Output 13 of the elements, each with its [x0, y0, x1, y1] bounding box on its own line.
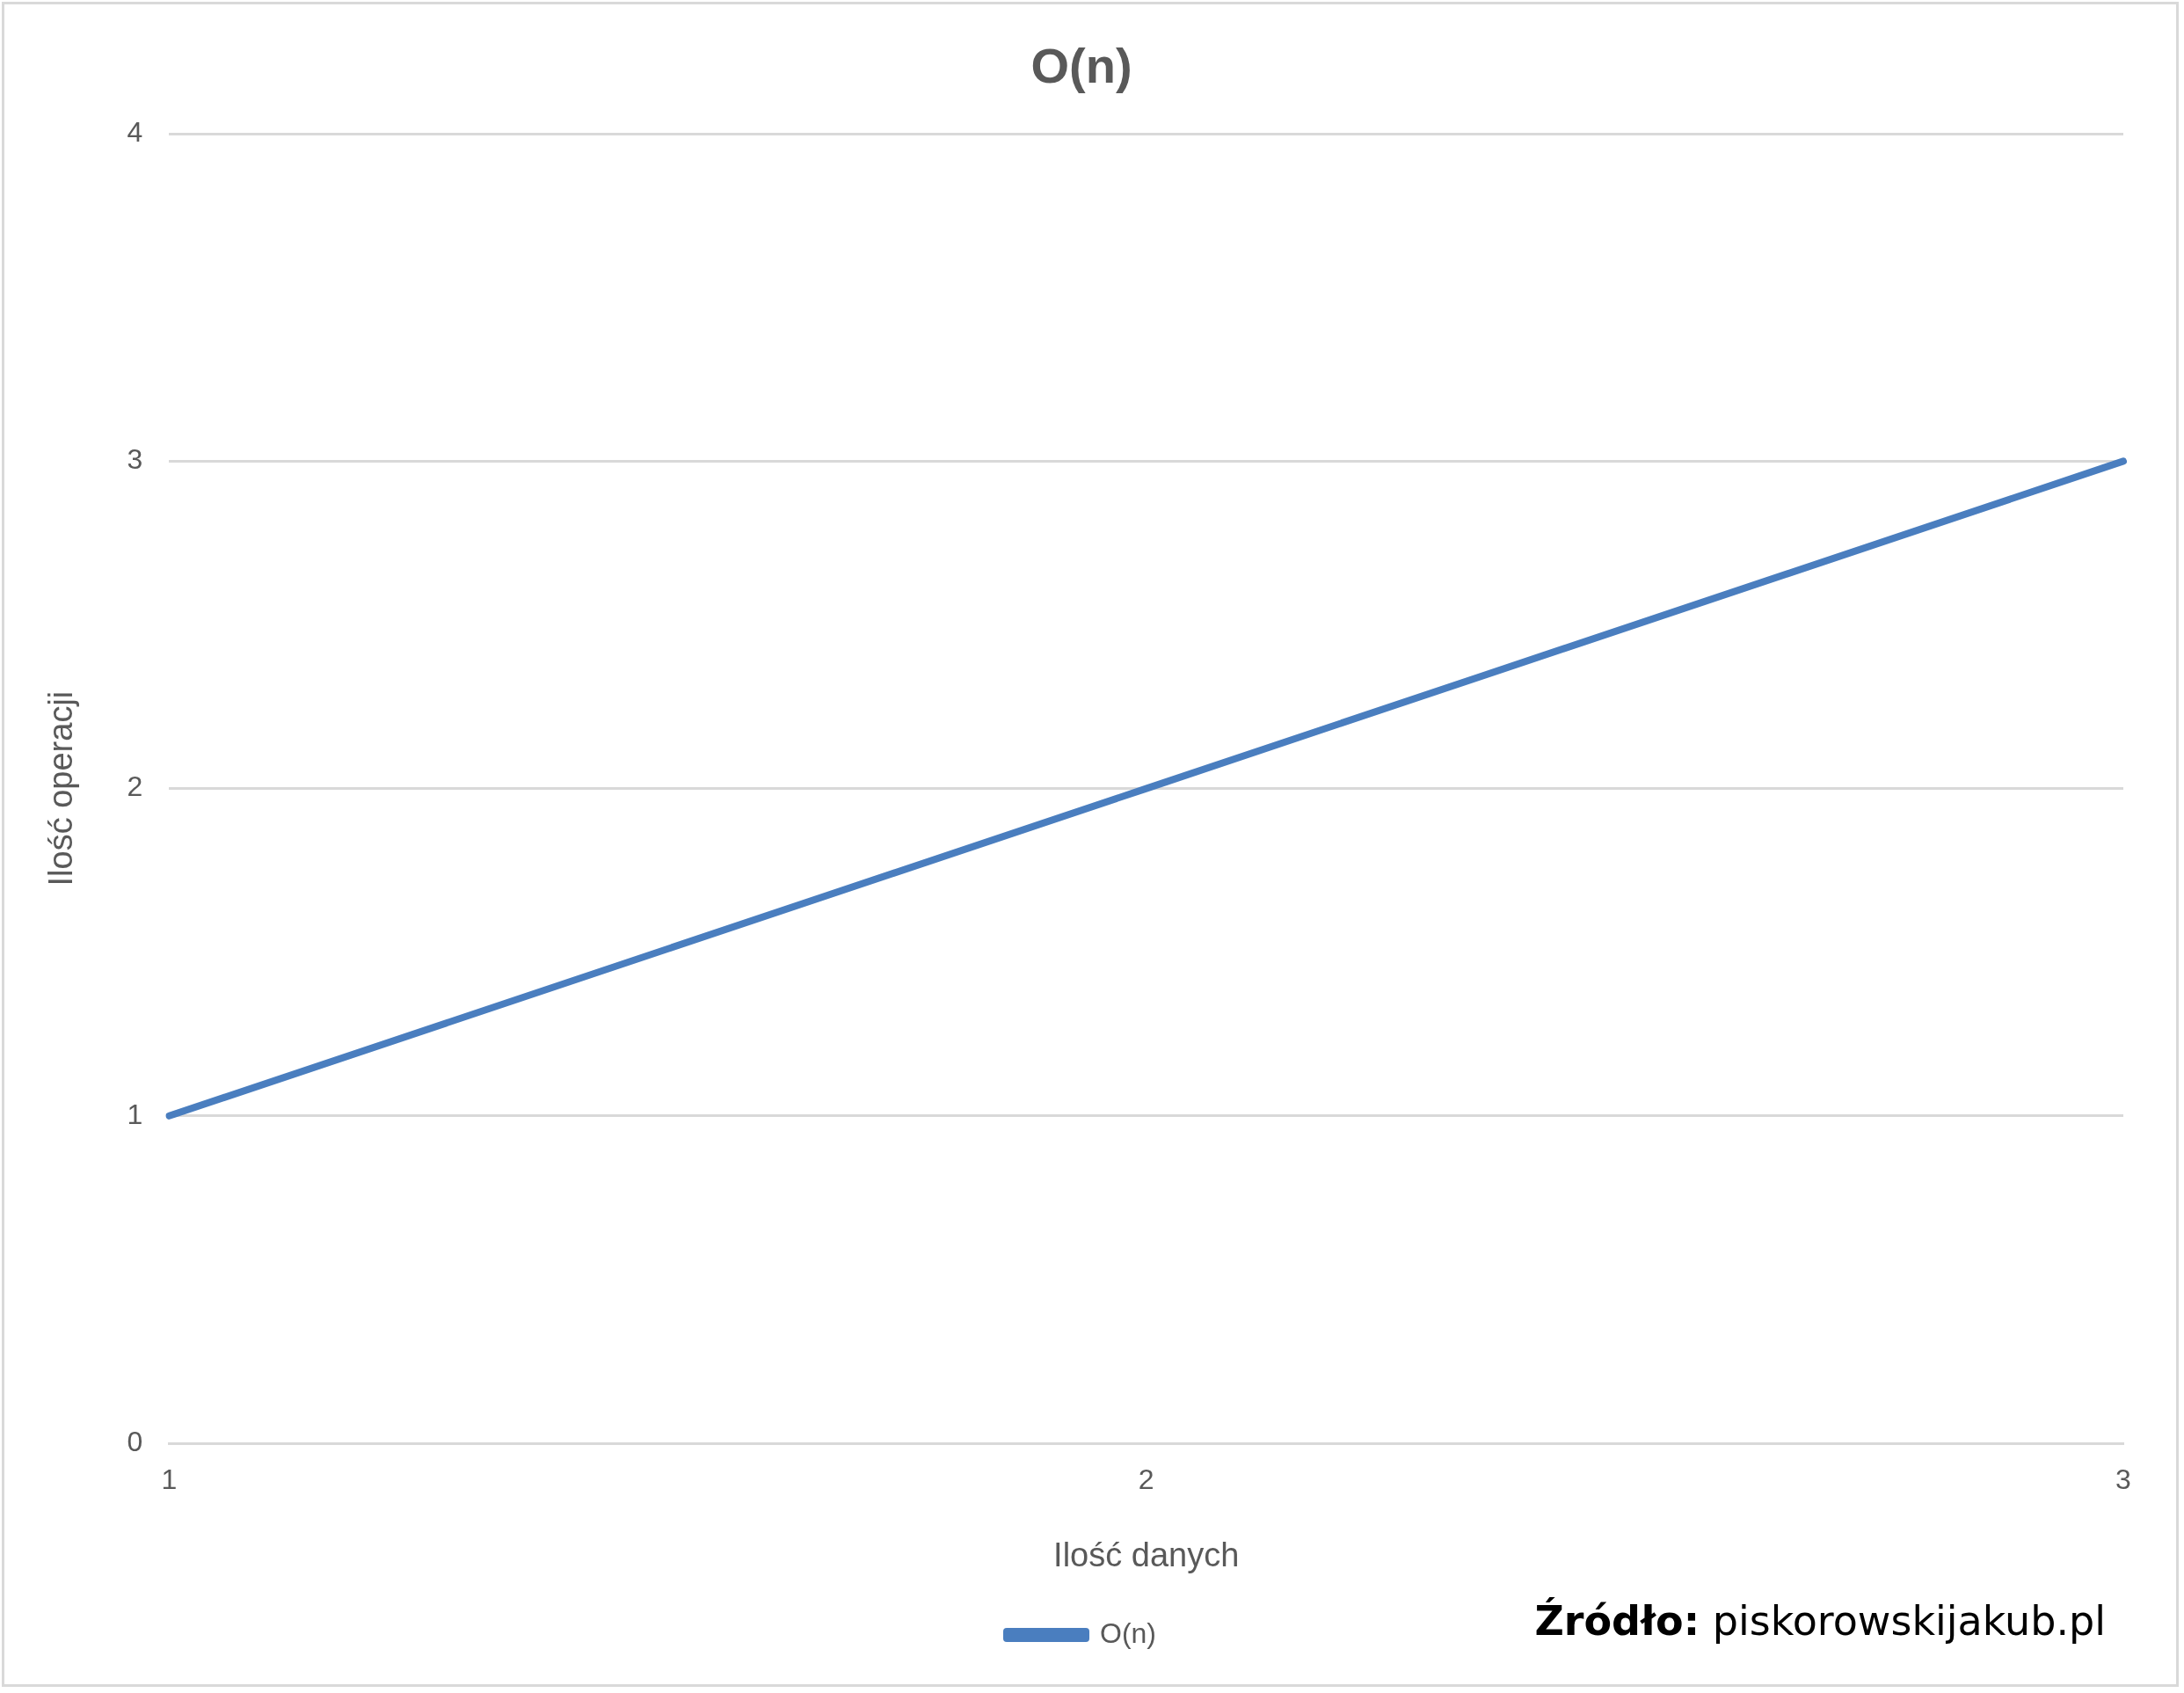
x-tick-label: 1: [161, 1463, 178, 1496]
x-tick-label: 3: [2115, 1463, 2131, 1496]
y-tick-label: 2: [127, 770, 143, 803]
y-tick-label: 0: [127, 1425, 143, 1457]
text: Źródło: piskorowskijakub.pl: [1534, 1597, 2106, 1645]
x-axis-title: Ilość danych: [1053, 1536, 1240, 1573]
x-tick-label: 2: [1138, 1463, 1154, 1496]
y-axis-title: Ilość operacji: [42, 690, 80, 887]
y-tick-label: 1: [127, 1098, 143, 1130]
y-tick-label: 3: [127, 443, 143, 476]
chart-title: O(n): [1030, 38, 1132, 94]
y-tick-label: 4: [127, 116, 143, 149]
legend-label: O(n): [1100, 1616, 1156, 1649]
